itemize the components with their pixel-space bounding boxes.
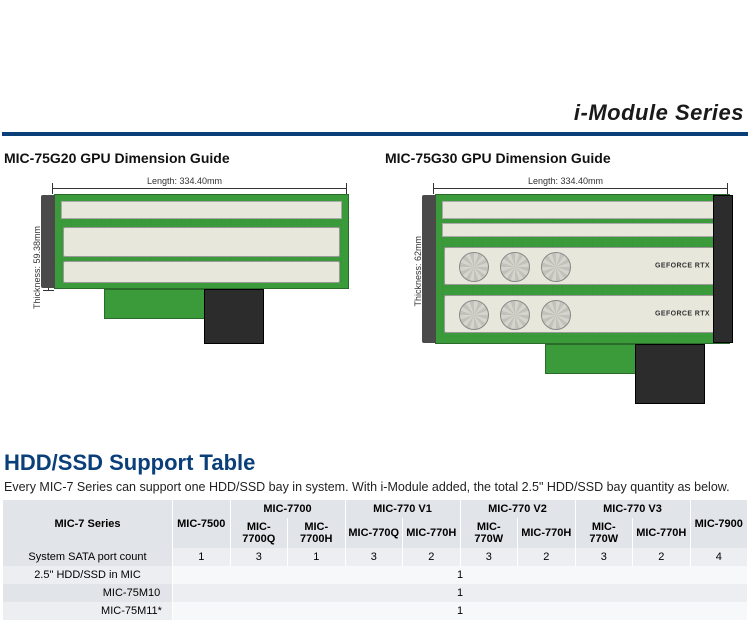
cell: 3: [575, 548, 633, 566]
g30-gpu-a-label: GEFORCE RTX: [655, 263, 710, 270]
row-m11-label: MIC-75M11*: [3, 602, 173, 620]
g20-length-dimension-line: [52, 188, 347, 189]
cell: 3: [345, 548, 403, 566]
th-series: MIC-7 Series: [3, 500, 173, 548]
row-m11-value: 1: [173, 602, 748, 620]
th-7700-group: MIC-7700: [230, 500, 345, 518]
fan-icon: [500, 252, 530, 282]
hdd-table-title: HDD/SSD Support Table: [4, 450, 748, 476]
g30-gpu-b-label: GEFORCE RTX: [655, 311, 710, 318]
page: i-Module Series MIC-75G20 GPU Dimension …: [0, 0, 750, 620]
row-m10-value: 1: [173, 584, 748, 602]
cell: 3: [230, 548, 288, 566]
guide-g20-figure: Length: 334.40mm Thickness: 59.38mm: [4, 176, 365, 406]
th-770v3-group: MIC-770 V3: [575, 500, 690, 518]
fan-icon: [459, 300, 489, 330]
g30-board: GEFORCE RTX GEFORCE RTX: [435, 194, 730, 344]
g20-board: [54, 194, 349, 289]
th-770v1-group: MIC-770 V1: [345, 500, 460, 518]
g20-slot-a: [63, 227, 340, 257]
row-sata: System SATA port count 1 3 1 3 2 3 2 3 2…: [3, 548, 748, 566]
cell: 3: [460, 548, 518, 566]
guide-g30: MIC-75G30 GPU Dimension Guide Length: 33…: [385, 150, 746, 436]
g30-bracket: [422, 195, 436, 343]
g20-bracket: [41, 195, 55, 288]
g30-top-slot-card: [442, 201, 723, 219]
g30-gpu-b: GEFORCE RTX: [444, 295, 721, 333]
row-mic25-value: 1: [173, 566, 748, 584]
th-7700h: MIC-7700H: [288, 518, 346, 548]
g30-gpu-a: GEFORCE RTX: [444, 247, 721, 285]
g20-length-label: Length: 334.40mm: [147, 176, 222, 186]
row-m10: MIC-75M10 1: [3, 584, 748, 602]
cell: 1: [173, 548, 231, 566]
guide-g30-figure: Length: 334.40mm Thickness: 62mm GEFORCE…: [385, 176, 746, 436]
th-7500: MIC-7500: [173, 500, 231, 548]
g30-length-label: Length: 334.40mm: [528, 176, 603, 186]
g30-length-dimension-line: [433, 188, 728, 189]
header-rule: [2, 132, 748, 136]
fan-icon: [459, 252, 489, 282]
th-770w-v3: MIC-770W: [575, 518, 633, 548]
cell: 1: [288, 548, 346, 566]
g20-slot-b: [63, 261, 340, 283]
hdd-support-table: MIC-7 Series MIC-7500 MIC-7700 MIC-770 V…: [2, 500, 748, 620]
row-m11: MIC-75M11* 1: [3, 602, 748, 620]
th-770h-v3: MIC-770H: [633, 518, 691, 548]
fan-icon: [541, 300, 571, 330]
g30-lower-block: [635, 344, 705, 404]
series-header: i-Module Series: [2, 0, 748, 130]
cell: 2: [403, 548, 461, 566]
th-7900: MIC-7900: [690, 500, 748, 548]
hdd-table-body: System SATA port count 1 3 1 3 2 3 2 3 2…: [3, 548, 748, 620]
th-770h-v2: MIC-770H: [518, 518, 576, 548]
row-m10-label: MIC-75M10: [3, 584, 173, 602]
g30-slot-card-2: [442, 223, 723, 237]
guide-g30-title: MIC-75G30 GPU Dimension Guide: [385, 150, 746, 166]
row-mic25: 2.5" HDD/SSD in MIC 1: [3, 566, 748, 584]
cell: 2: [633, 548, 691, 566]
cell: 2: [518, 548, 576, 566]
g20-top-slot-card: [61, 201, 342, 219]
dimension-guides: MIC-75G20 GPU Dimension Guide Length: 33…: [2, 150, 748, 436]
th-770q: MIC-770Q: [345, 518, 403, 548]
th-770h-v1: MIC-770H: [403, 518, 461, 548]
hdd-table-head: MIC-7 Series MIC-7500 MIC-7700 MIC-770 V…: [3, 500, 748, 548]
guide-g20: MIC-75G20 GPU Dimension Guide Length: 33…: [4, 150, 365, 436]
fan-icon: [541, 252, 571, 282]
cell: 4: [690, 548, 748, 566]
th-770v2-group: MIC-770 V2: [460, 500, 575, 518]
row-sata-label: System SATA port count: [3, 548, 173, 566]
th-7700q: MIC-7700Q: [230, 518, 288, 548]
th-770w-v2: MIC-770W: [460, 518, 518, 548]
g30-right-rail: [713, 195, 733, 343]
hdd-head-row-1: MIC-7 Series MIC-7500 MIC-7700 MIC-770 V…: [3, 500, 748, 518]
g20-lower-block: [204, 289, 264, 344]
row-mic25-label: 2.5" HDD/SSD in MIC: [3, 566, 173, 584]
guide-g20-title: MIC-75G20 GPU Dimension Guide: [4, 150, 365, 166]
hdd-table-subtitle: Every MIC-7 Series can support one HDD/S…: [4, 480, 748, 494]
fan-icon: [500, 300, 530, 330]
